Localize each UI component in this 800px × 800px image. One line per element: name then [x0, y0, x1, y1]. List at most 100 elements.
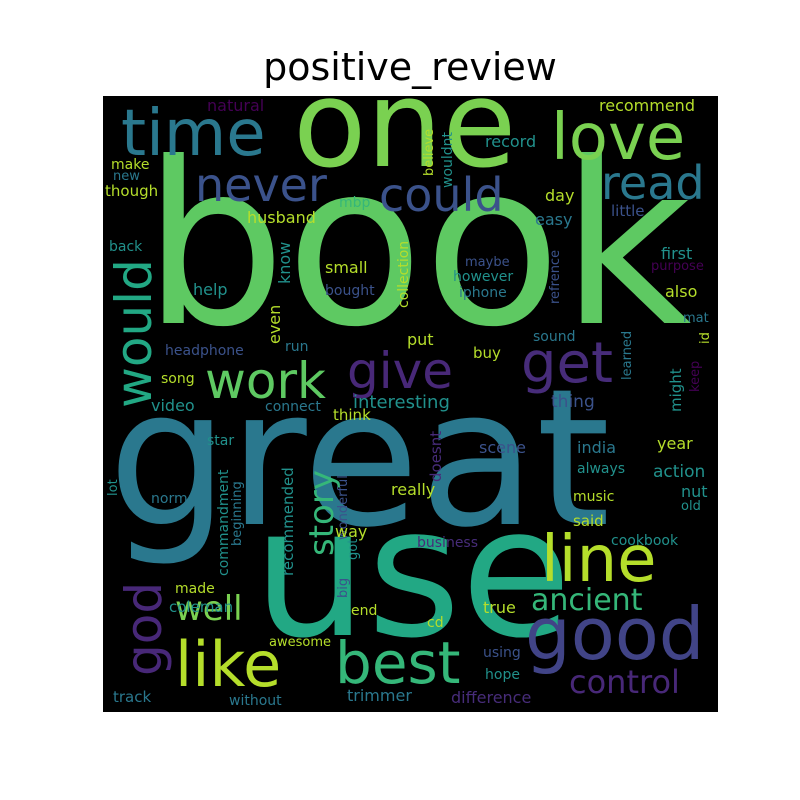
word-year: year [657, 434, 693, 453]
word-india: india [577, 438, 616, 457]
word-like: like [175, 628, 282, 701]
word-small: small [325, 258, 368, 277]
word-help: help [193, 280, 228, 299]
word-even: even [265, 304, 284, 344]
word-doesnt: doesnt [427, 430, 445, 482]
word-trimmer: trimmer [347, 686, 412, 705]
word-refrence: refrence [548, 249, 563, 304]
word-day: day [545, 186, 575, 205]
word-video: video [151, 396, 195, 415]
word-really: really [391, 480, 436, 499]
word-made: made [175, 581, 215, 597]
word-action: action [653, 462, 706, 482]
word-easy: easy [535, 210, 573, 229]
word-nut: nut [681, 482, 708, 501]
word-song: song [161, 371, 195, 387]
word-never: never [195, 158, 327, 212]
word-make: make [111, 157, 150, 173]
word-record: record [485, 132, 537, 151]
word-mat: mat [683, 311, 709, 326]
word-collection: collection [396, 240, 412, 308]
word-though: though [105, 182, 159, 200]
word-star: star [207, 433, 235, 449]
word-commandment: commandment [216, 469, 232, 577]
word-end: end [351, 603, 378, 619]
word-cloud: book great use one time love never could… [103, 96, 718, 712]
word-think: think [333, 406, 371, 424]
word-give: give [347, 342, 453, 400]
word-iphone: iphone [459, 285, 507, 301]
word-business: business [417, 535, 479, 551]
word-mbp: mbp [339, 195, 371, 211]
word-headphone: headphone [165, 343, 244, 359]
word-love: love [551, 101, 686, 175]
word-first: first [661, 244, 693, 263]
word-husband: husband [247, 208, 316, 227]
word-line: line [541, 523, 657, 597]
word-normal: normal [151, 491, 201, 507]
word-wouldnt: wouldnt [440, 131, 456, 188]
word-control: control [569, 663, 680, 701]
word-ancient: ancient [531, 583, 643, 618]
word-story: story [302, 470, 342, 556]
word-one: one [293, 96, 517, 195]
word-however: however [453, 269, 514, 285]
word-put: put [407, 330, 434, 349]
word-know: know [275, 241, 294, 284]
word-read: read [601, 156, 705, 210]
word-run: run [285, 339, 309, 355]
word-without: without [229, 693, 282, 709]
word-coleman: coleman [169, 598, 234, 616]
word-maybe: maybe [465, 255, 510, 270]
word-work: work [205, 352, 326, 410]
word-always: always [577, 461, 626, 477]
word-little: little [611, 202, 645, 220]
word-recommended: recommended [279, 467, 297, 576]
word-keep: keep [688, 360, 703, 392]
word-difference: difference [451, 688, 532, 707]
word-connect: connect [265, 399, 321, 415]
word-use: use [253, 469, 572, 678]
word-best: best [335, 629, 461, 697]
word-said: said [573, 512, 604, 530]
word-back: back [109, 239, 143, 255]
word-cd: cd [427, 615, 444, 631]
word-cookbook: cookbook [611, 533, 679, 549]
word-great: great [108, 348, 611, 569]
word-bought: bought [325, 283, 375, 299]
word-got: got [346, 538, 361, 560]
word-new: new [113, 169, 140, 184]
word-track: track [113, 688, 152, 706]
word-get: get [521, 331, 613, 396]
word-old: old [681, 499, 701, 514]
word-believe: believe [422, 128, 437, 176]
word-using: using [483, 645, 521, 661]
word-could: could [379, 168, 504, 222]
word-scene: scene [479, 438, 526, 457]
word-learned: learned [620, 330, 635, 380]
word-good: good [525, 592, 705, 676]
plot-title: positive_review [263, 45, 557, 89]
word-true: true [483, 598, 516, 617]
word-recommend: recommend [599, 96, 695, 115]
word-book: book [143, 115, 692, 377]
word-music: music [573, 489, 615, 505]
word-time: time [121, 97, 266, 171]
word-beginning: beginning [230, 481, 245, 546]
word-would: would [105, 259, 163, 408]
word-might: might [667, 368, 685, 412]
word-id: id [698, 332, 713, 344]
word-way: way [335, 522, 368, 541]
word-thing: thing [551, 392, 595, 412]
word-interesting: interesting [353, 392, 450, 413]
word-well: well [175, 589, 243, 629]
word-lot: lot [106, 479, 121, 496]
word-also: also [665, 282, 698, 301]
word-sound: sound [533, 329, 576, 345]
word-purpose: purpose [651, 259, 704, 274]
word-god: god [115, 581, 173, 676]
word-natural: natural [207, 96, 265, 115]
word-hope: hope [485, 667, 520, 683]
word-awesome: awesome [269, 635, 331, 650]
word-buy: buy [473, 344, 501, 362]
